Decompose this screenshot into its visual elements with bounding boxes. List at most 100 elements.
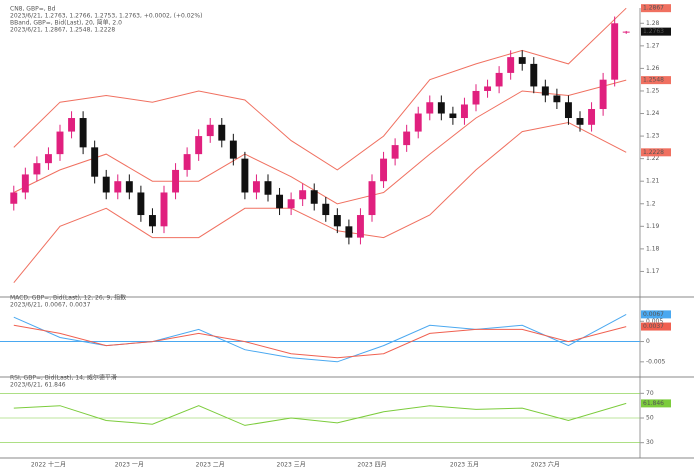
value-tag-bg <box>641 310 671 319</box>
candle-body <box>391 145 399 159</box>
legend-text: BBand, GBP=, Bid(Last), 20, 简单, 2.0 <box>10 19 122 27</box>
series-line <box>13 402 627 426</box>
x-tick-label: 2023 四月 <box>357 462 386 469</box>
candle-body <box>310 190 318 204</box>
candle-body <box>333 215 341 227</box>
candle-body <box>495 72 503 87</box>
y-tick-label: 1.24 <box>646 110 660 117</box>
candle-body <box>44 154 52 164</box>
y-tick-label: 1.27 <box>646 42 660 49</box>
candle-body <box>345 226 353 238</box>
legend-text: 2023/6/21, 1.2867, 1.2548, 1.2228 <box>10 27 115 34</box>
y-tick-label: 30 <box>646 439 654 446</box>
x-tick-label: 2022 十二月 <box>31 461 66 469</box>
candle-body <box>322 203 330 216</box>
candle-body <box>183 154 191 170</box>
legend-text: 2023/6/21, 0.0067, 0.0037 <box>10 302 91 309</box>
candle-body <box>530 63 538 87</box>
legend-text: CN8, GBP=, Bd <box>10 6 56 13</box>
candle-body <box>356 215 364 238</box>
legend-text: 2023/6/21, 61.846 <box>10 382 66 389</box>
candle-body <box>553 95 561 103</box>
candle-body <box>252 181 260 193</box>
series-line <box>13 324 627 359</box>
legend-text: 2023/6/21, 1.2763, 1.2766, 1.2753, 1.276… <box>10 13 202 20</box>
y-tick-label: 0.005 <box>646 318 663 325</box>
x-tick-label: 2023 五月 <box>450 462 479 469</box>
candle-body <box>368 181 376 216</box>
candle-body <box>541 86 549 96</box>
candle-body <box>172 169 180 193</box>
candle-body <box>622 31 630 33</box>
y-tick-label: 0 <box>646 338 650 345</box>
value-tag-bg <box>641 148 671 157</box>
candle-body <box>299 190 307 200</box>
x-tick-label: 2023 二月 <box>196 462 225 469</box>
candle-body <box>564 102 572 119</box>
y-tick-label: 1.2 <box>646 200 656 207</box>
candle-body <box>56 131 64 155</box>
candle-body <box>148 215 156 227</box>
value-tag: 1.2763 <box>643 28 664 35</box>
candle-body <box>229 140 237 159</box>
value-tag: 1.2548 <box>643 77 664 84</box>
candle-body <box>403 131 411 146</box>
y-tick-label: 1.28 <box>646 20 660 27</box>
y-tick-label: 1.18 <box>646 245 660 252</box>
value-tag: 61.846 <box>643 400 664 407</box>
candle-body <box>91 147 99 177</box>
y-tick-label: 1.23 <box>646 133 660 140</box>
value-tag: 1.2867 <box>643 5 664 12</box>
y-tick-label: 1.25 <box>646 87 660 94</box>
value-tag: 1.2228 <box>643 149 664 156</box>
x-tick-label: 2023 一月 <box>115 462 144 469</box>
candle-body <box>102 176 110 193</box>
candle-body <box>460 104 468 119</box>
candle-body <box>507 57 515 73</box>
y-tick-label: 1.22 <box>646 155 660 162</box>
candle-body <box>380 158 388 182</box>
x-tick-label: 2023 六月 <box>531 461 560 469</box>
y-tick-label: 1.21 <box>646 178 660 185</box>
y-tick-label: -0.005 <box>646 358 666 365</box>
value-tag-bg <box>641 4 671 13</box>
candle-body <box>137 192 145 216</box>
candle-body <box>195 136 203 155</box>
candle-body <box>10 192 18 204</box>
candle-body <box>426 102 434 114</box>
candle-body <box>68 118 76 132</box>
series-line <box>13 7 627 171</box>
candle-body <box>449 113 457 119</box>
series-line <box>13 121 627 284</box>
value-tag-bg <box>641 399 671 408</box>
candle-body <box>588 109 596 125</box>
candle-body <box>414 113 422 132</box>
candle-body <box>218 124 226 141</box>
candle-body <box>472 90 480 105</box>
candle-body <box>206 124 214 137</box>
y-tick-label: 1.26 <box>646 65 660 72</box>
candle-body <box>484 86 492 91</box>
y-tick-label: 50 <box>646 415 654 422</box>
candle-body <box>33 163 41 175</box>
legend-text: MACD, GBP=, Bid(Last), 12, 26, 9, 指数 <box>10 294 126 302</box>
candle-body <box>264 181 272 195</box>
candle-body <box>21 174 29 193</box>
x-tick-label: 2023 三月 <box>277 462 306 469</box>
candle-body <box>276 194 284 209</box>
legend-text: RSI, GBP=, Bid(Last), 14, 威尔德平滑 <box>10 374 117 382</box>
value-tag-bg <box>641 76 671 85</box>
candle-body <box>114 181 122 193</box>
candle-body <box>160 192 168 227</box>
candle-body <box>611 23 619 80</box>
candle-body <box>576 118 584 125</box>
value-tag: 0.0037 <box>643 323 664 330</box>
y-tick-label: 1.17 <box>646 268 660 275</box>
candle-body <box>437 102 445 114</box>
candle-body <box>287 199 295 209</box>
y-tick-label: 1.19 <box>646 223 660 230</box>
candle-body <box>125 181 133 193</box>
value-tag: 0.0067 <box>643 311 664 318</box>
candle-body <box>241 158 249 193</box>
candle-body <box>79 118 87 148</box>
